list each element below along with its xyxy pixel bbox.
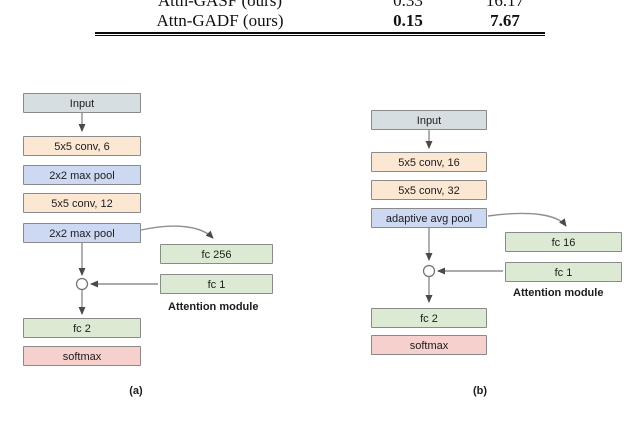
input-box-b: Input (371, 110, 487, 130)
maxpool1-box-a: 2x2 max pool (23, 165, 141, 185)
conv2-box-b: 5x5 conv, 32 (371, 180, 487, 200)
fc1-box-b: fc 1 (505, 262, 622, 282)
softmax-box-b: softmax (371, 335, 487, 355)
softmax-box-a: softmax (23, 346, 141, 366)
fc2-box-a: fc 2 (23, 318, 141, 338)
conv2-box-a: 5x5 conv, 12 (23, 193, 141, 213)
fc2-box-b: fc 2 (371, 308, 487, 328)
caption-b: (b) (472, 385, 488, 397)
table-cell-method: Attn-GASF (ours) (157, 0, 283, 10)
table-cell-method: Attn-GADF (ours) (156, 11, 284, 30)
attention-module-label-a: Attention module (168, 301, 259, 313)
fc256-box-a: fc 256 (160, 244, 273, 264)
fc1-box-a: fc 1 (160, 274, 273, 294)
attention-multiply-node-a (75, 277, 89, 291)
attention-multiply-node-b (422, 264, 436, 278)
caption-a: (a) (129, 385, 143, 397)
table-bottom-rule (95, 35, 545, 36)
table-bottom-rule (95, 32, 545, 34)
conv1-box-a: 5x5 conv, 6 (23, 136, 141, 156)
table-cell-value: 0.33 (393, 0, 423, 10)
conv1-box-b: 5x5 conv, 16 (371, 152, 487, 172)
avgpool-box-b: adaptive avg pool (371, 208, 487, 228)
table-cell-value: 0.15 (393, 11, 423, 30)
input-box-a: Input (23, 93, 141, 113)
attention-module-label-b: Attention module (513, 287, 604, 299)
fc16-box-b: fc 16 (505, 232, 622, 252)
maxpool2-box-a: 2x2 max pool (23, 223, 141, 243)
table-cell-value: 16.17 (485, 0, 525, 10)
table-cell-value: 7.67 (490, 11, 520, 30)
